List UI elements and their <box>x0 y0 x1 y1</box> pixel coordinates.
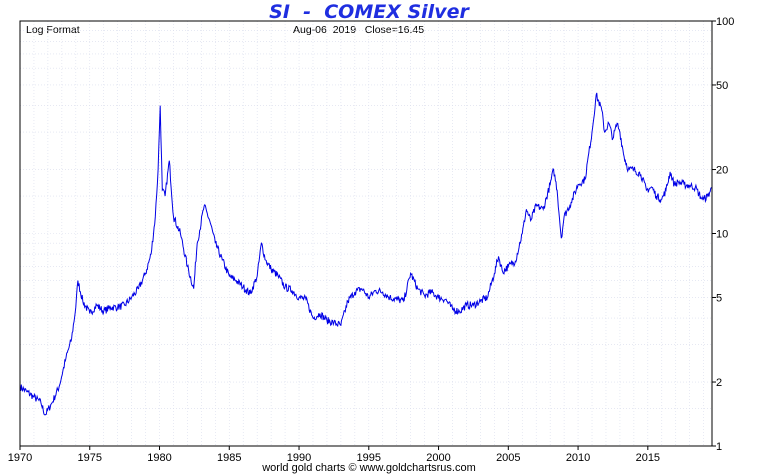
x-tick-label: 1990 <box>287 452 311 464</box>
y-tick-label: 20 <box>716 165 728 177</box>
y-tick-label: 1 <box>716 441 722 453</box>
gridlines <box>19 21 712 446</box>
y-axis-ticks: 100 50 20 10 5 2 1 <box>712 16 734 453</box>
x-tick-label: 2010 <box>566 452 590 464</box>
log-format-label: Log Format <box>26 24 80 36</box>
y-tick-label: 50 <box>716 80 728 92</box>
y-tick-label: 5 <box>716 292 722 304</box>
x-tick-label: 1970 <box>8 452 32 464</box>
x-tick-label: 1980 <box>147 452 171 464</box>
x-tick-label: 1975 <box>78 452 102 464</box>
date-close-label: Aug-06 2019 Close=16.45 <box>293 24 425 36</box>
footer-credit: world gold charts © www.goldchartsrus.co… <box>262 462 476 474</box>
x-tick-label: 1995 <box>357 452 381 464</box>
silver-price-line <box>19 92 713 416</box>
y-tick-label: 2 <box>716 377 722 389</box>
price-series <box>19 92 713 416</box>
x-axis-ticks: 1970 1975 1980 1985 1990 1995 2000 2005 2010 2015 <box>8 446 660 464</box>
y-tick-label: 10 <box>716 229 728 241</box>
x-tick-label: 2015 <box>636 452 660 464</box>
y-tick-label: 100 <box>716 16 734 28</box>
chart-title: SI - COMEX Silver <box>269 1 469 23</box>
x-tick-label: 2000 <box>426 452 450 464</box>
x-tick-label: 1985 <box>217 452 241 464</box>
x-tick-label: 2005 <box>496 452 520 464</box>
